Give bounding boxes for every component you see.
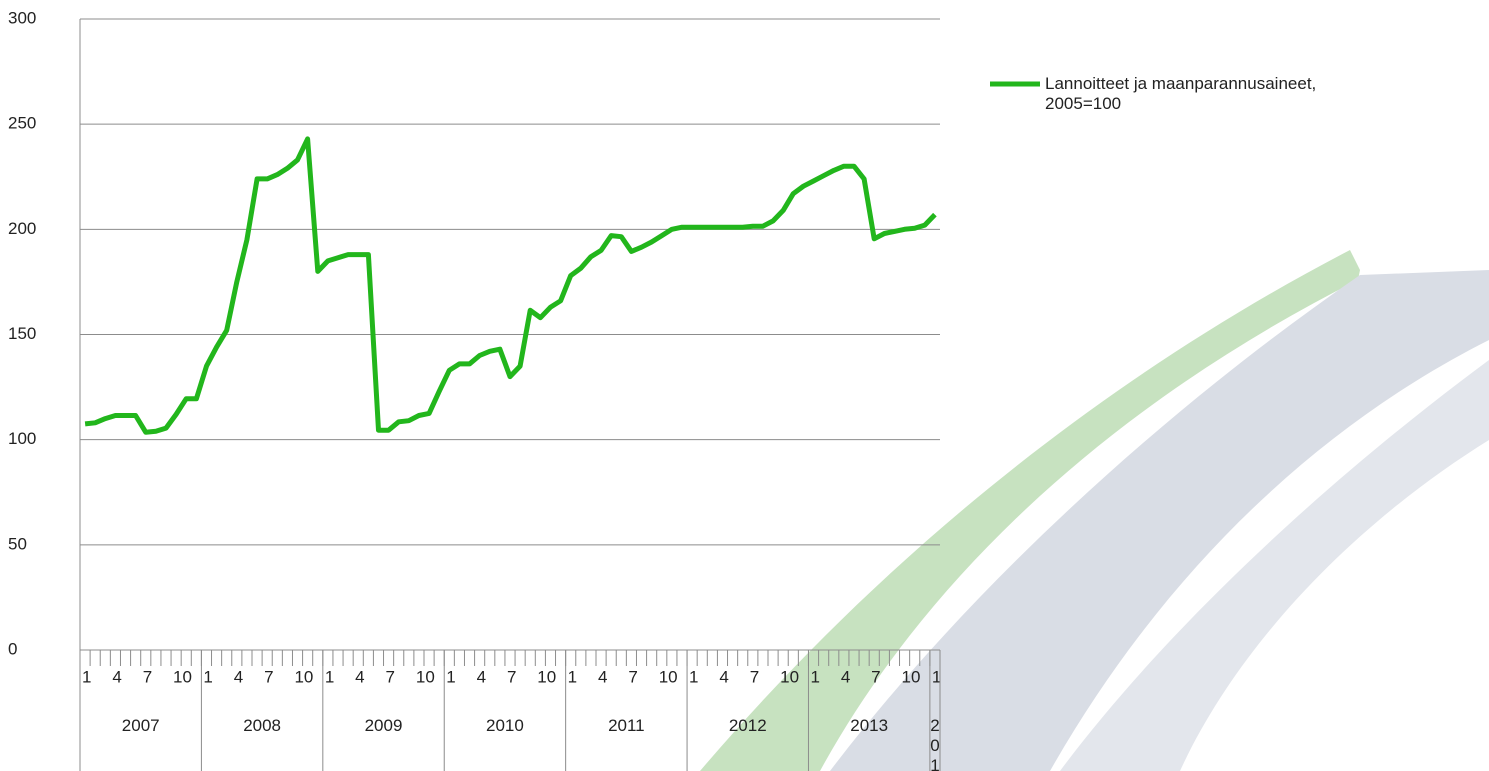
year-label: 2008 (201, 716, 322, 736)
series-line (85, 139, 935, 432)
x-tick-label: 10 (173, 667, 192, 686)
x-tick-label: 10 (902, 667, 921, 686)
y-tick-label: 300 (8, 8, 36, 27)
year-label: 2014 (930, 716, 940, 771)
x-tick-label: 1 (203, 667, 212, 686)
watermark (700, 250, 1489, 771)
x-tick-label: 4 (112, 667, 121, 686)
x-tick-label: 10 (416, 667, 435, 686)
x-tick-label: 1 (810, 667, 819, 686)
year-label: 2007 (80, 716, 201, 736)
year-group: 2014 (930, 716, 940, 771)
x-tick-label: 4 (841, 667, 850, 686)
y-tick-label: 200 (8, 219, 36, 238)
x-tick-label: 7 (143, 667, 152, 686)
chart: Lannoitteet ja maanparannusaineet, 2005=… (0, 0, 1489, 771)
x-tick-label: 10 (659, 667, 678, 686)
year-group: 2009 (323, 716, 444, 771)
x-tick-label: 10 (537, 667, 556, 686)
x-tick-label: 7 (871, 667, 880, 686)
x-tick-label: 4 (719, 667, 728, 686)
x-tick-label: 7 (264, 667, 273, 686)
y-tick-label: 50 (8, 534, 27, 553)
x-tick-label: 1 (325, 667, 334, 686)
legend: Lannoitteet ja maanparannusaineet, 2005=… (1045, 74, 1335, 134)
x-tick-label: 7 (386, 667, 395, 686)
year-label: 2011 (566, 716, 687, 736)
y-tick-label: 0 (8, 639, 17, 658)
year-group: 2010 (444, 716, 565, 771)
x-tick-label: 7 (750, 667, 759, 686)
x-tick-label: 4 (477, 667, 486, 686)
x-tick-label: 1 (446, 667, 455, 686)
year-group: 2012 (687, 716, 808, 771)
year-label: 2012 (687, 716, 808, 736)
year-label: 2009 (323, 716, 444, 736)
x-tick-label: 1 (82, 667, 91, 686)
x-tick-label: 10 (780, 667, 799, 686)
x-tick-label: 4 (598, 667, 607, 686)
x-tick-label: 1 (689, 667, 698, 686)
x-tick-label: 10 (294, 667, 313, 686)
year-group: 2008 (201, 716, 322, 771)
y-tick-label: 250 (8, 114, 36, 133)
x-tick-label: 4 (355, 667, 364, 686)
year-label: 2013 (808, 716, 929, 736)
year-label: 2010 (444, 716, 565, 736)
year-group: 2011 (566, 716, 687, 771)
year-group: 2007 (80, 716, 201, 771)
x-tick-label: 4 (234, 667, 243, 686)
x-tick-label: 1 (568, 667, 577, 686)
y-tick-label: 100 (8, 429, 36, 448)
legend-label: Lannoitteet ja maanparannusaineet, 2005=… (1045, 74, 1335, 114)
x-tick-label: 7 (628, 667, 637, 686)
year-group: 2013 (808, 716, 929, 771)
x-tick-label: 7 (507, 667, 516, 686)
y-tick-label: 150 (8, 324, 36, 343)
